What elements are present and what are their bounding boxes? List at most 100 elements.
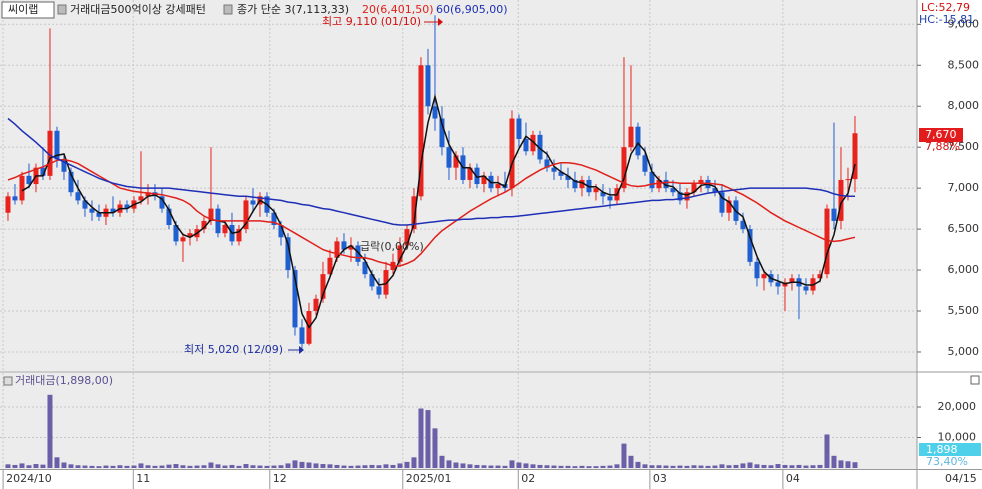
volume-bar [719,464,725,468]
volume-bar [327,464,333,468]
volume-bar [173,464,179,468]
candle-body [845,179,851,181]
candle-body [299,327,305,344]
volume-bar [159,465,165,468]
volume-bar [306,462,312,468]
volume-bar [677,465,683,468]
volume-tag [919,443,981,456]
x-tick-label: 03 [653,472,667,485]
volume-bar [19,463,25,468]
candle-body [789,278,795,283]
volume-bar [670,465,676,468]
candle-body [698,179,704,185]
volume-bar [698,465,704,468]
volume-bar [586,466,592,468]
ma-line [21,93,856,329]
volume-bar [831,455,837,468]
candle-body [446,147,452,168]
candle-body [544,159,550,168]
volume-bar [145,465,151,468]
candle-body [481,175,487,185]
volume-bar [75,465,81,468]
volume-bar [712,465,718,468]
volume-bar [733,464,739,468]
y-tick-label: 8,000 [948,99,980,112]
candle-body [236,229,242,242]
candle-body [61,159,67,172]
volume-bar [110,465,116,468]
volume-bar [488,465,494,468]
x-tick-label: 04 [786,472,800,485]
volume-bar [222,465,228,468]
volume-bar [740,463,746,468]
legend-ma3: 종가 단순 3(7,113,33) [237,3,349,16]
candle-body [684,192,690,201]
title-box[interactable] [1,1,55,19]
volume-bar [852,462,858,468]
current-date: 04/15 [945,472,977,485]
candle-body [348,245,354,250]
candle-body [369,274,375,287]
candle-body [138,196,144,201]
candle-body [12,196,18,201]
icon [57,4,67,15]
volume-bar [355,465,361,468]
volume-bar [481,465,487,468]
volume-bar [782,464,788,468]
close-button[interactable] [970,375,980,385]
candle-body [411,196,417,230]
candle-body [593,188,599,193]
volume-bar [537,464,543,468]
candle-body [775,282,781,287]
candle-body [271,212,277,226]
candle-body [159,196,165,209]
volume-bar [789,465,795,468]
change-pct: 7,88% [925,140,960,153]
candle-body [824,208,830,275]
candle-body [19,175,25,201]
candle-body [579,179,585,189]
candle-body [96,212,102,217]
candle-body [82,200,88,209]
volume-bar [229,464,235,468]
x-tick-label: 12 [273,472,287,485]
candle-body [313,298,319,312]
stock-name: 씨이랩 [8,3,38,16]
volume-bar [117,465,123,468]
volume-bar [432,428,438,468]
volume-bar [264,465,270,468]
y-tick-label: 8,500 [948,58,980,71]
candle-body [712,188,718,193]
volume-bar [103,465,109,468]
candle-body [635,126,641,156]
y-tick-label: 7,000 [948,181,980,194]
candle-body [803,286,809,291]
volume-pane [0,373,917,469]
candle-body [670,188,676,193]
volume-bar [761,464,767,468]
volume-bar [663,465,669,468]
ma-line [7,158,856,267]
volume-bar [754,464,760,468]
candle-body [467,167,473,180]
low-arrowhead [299,346,304,354]
candle-body [54,130,60,160]
candle-body [362,261,368,275]
price-tag [919,128,963,142]
volume-bar [152,465,158,468]
y-tick-label: 7,500 [948,140,980,153]
candle-body [656,179,662,189]
volume-bar [768,465,774,468]
candle-body [243,200,249,230]
candle-body [572,179,578,189]
volume-bar [446,460,452,468]
y-tick-label: 20,000 [938,400,977,413]
candle-body [250,200,256,205]
volume-bar [362,465,368,468]
price-pane [0,0,917,371]
volume-bar [796,464,802,468]
subtitle: 거래대금500억이상 강세패턴 [70,3,206,16]
drop-annotation: 급락(0,00%) [360,240,424,253]
volume-bar [208,462,214,468]
hc-label: HC:-15,81 [919,13,974,26]
